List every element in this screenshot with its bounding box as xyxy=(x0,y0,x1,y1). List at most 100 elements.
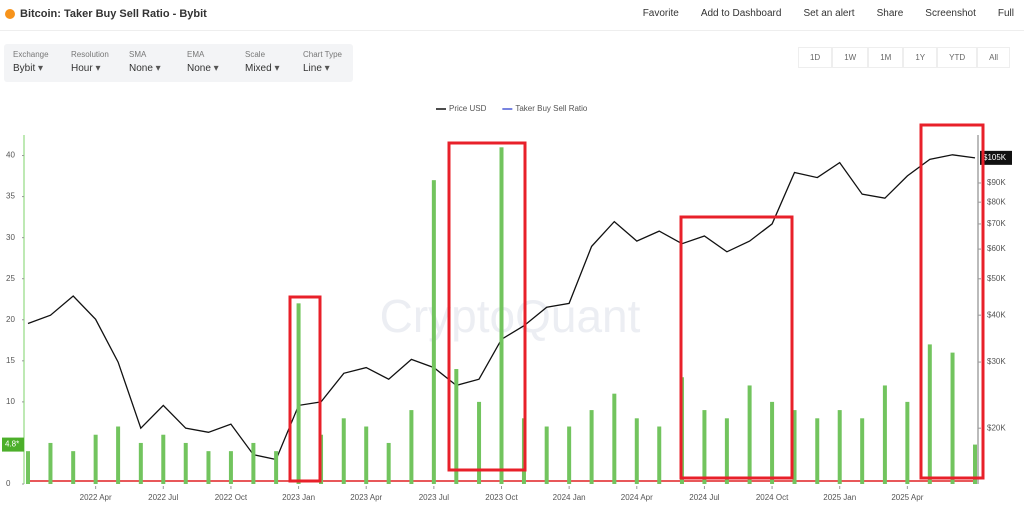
x-tick-label: 2024 Apr xyxy=(621,493,653,502)
ratio-bar xyxy=(770,401,775,484)
y2-tick-label: $90K xyxy=(987,178,1006,187)
filter-value: Hour xyxy=(71,63,120,74)
filter[interactable]: Resolution Hour xyxy=(62,44,120,82)
add-dashboard[interactable]: Add to Dashboard xyxy=(700,8,782,19)
y-tick-label: 20 xyxy=(6,315,15,324)
ratio-bar xyxy=(612,393,617,484)
ratio-bar xyxy=(657,426,662,484)
y2-tick-label: $60K xyxy=(987,244,1006,253)
full[interactable]: Full xyxy=(997,8,1014,19)
filter-label: SMA xyxy=(129,50,147,59)
current-label: $105K xyxy=(983,153,1007,162)
ratio-bar xyxy=(702,410,707,484)
x-tick-label: 2023 Jul xyxy=(419,493,449,502)
filter-value: None xyxy=(187,63,236,74)
x-tick-label: 2022 Jul xyxy=(148,493,178,502)
filter-label: Chart Type xyxy=(303,50,342,59)
share[interactable]: Share xyxy=(876,8,904,19)
range-button[interactable]: 1M xyxy=(868,47,904,68)
favorite[interactable]: Favorite xyxy=(642,8,679,19)
ratio-bar xyxy=(296,303,301,484)
ratio-bar xyxy=(792,410,797,484)
x-tick-label: 2025 Apr xyxy=(891,493,923,502)
ratio-bar xyxy=(93,434,98,484)
y-tick-label: 30 xyxy=(6,233,15,242)
filter-value: Bybit xyxy=(13,63,62,74)
ratio-bar xyxy=(183,442,188,484)
range-button[interactable]: 1W xyxy=(832,47,869,68)
legend-label: Price USD xyxy=(449,104,487,113)
y-tick-label: 10 xyxy=(6,397,15,406)
x-tick-label: 2024 Oct xyxy=(756,493,789,502)
set-alert[interactable]: Set an alert xyxy=(803,8,855,19)
ratio-bar xyxy=(567,426,572,484)
range-button[interactable]: YTD xyxy=(937,47,978,68)
legend-label: Taker Buy Sell Ratio xyxy=(515,104,588,113)
ratio-bar xyxy=(409,410,414,484)
logo xyxy=(5,9,15,19)
marks: 0510152025303540$20K$30K$40K$50K$60K$70K… xyxy=(2,104,1012,502)
highlight-box xyxy=(919,123,985,480)
ratio-bar xyxy=(386,442,391,484)
y-tick-label: 15 xyxy=(6,356,15,365)
ratio-bar xyxy=(860,418,865,484)
filter-value: Line xyxy=(303,63,352,74)
ratio-bar xyxy=(138,442,143,484)
page-title: Bitcoin: Taker Buy Sell Ratio - Bybit xyxy=(20,8,207,20)
ratio-bar xyxy=(48,442,53,484)
x-tick-label: 2023 Apr xyxy=(350,493,382,502)
x-tick-label: 2022 Oct xyxy=(215,493,248,502)
ratio-bar xyxy=(274,451,279,484)
range-button[interactable]: All xyxy=(977,47,1010,68)
filter-value: None xyxy=(129,63,178,74)
filter-label: Resolution xyxy=(71,50,109,59)
filter[interactable]: EMA None xyxy=(178,44,236,82)
ratio-bar xyxy=(634,418,639,484)
x-tick-label: 2022 Apr xyxy=(80,493,112,502)
ratio-bar xyxy=(589,410,594,484)
ratio-bar xyxy=(161,434,166,484)
ratio-bar xyxy=(251,442,256,484)
ratio-bar xyxy=(837,410,842,484)
highlight-box xyxy=(679,215,794,480)
current-badge xyxy=(980,150,1012,165)
ratio-bar xyxy=(973,444,977,484)
ratio-bar xyxy=(206,451,211,484)
range-button[interactable]: 1Y xyxy=(903,47,938,68)
filter-value: Mixed xyxy=(245,63,294,74)
range-button[interactable]: 1D xyxy=(797,47,833,68)
filter-label: Scale xyxy=(245,50,266,59)
y-tick-label: 25 xyxy=(6,274,15,283)
y2-tick-label: $30K xyxy=(987,357,1006,366)
ratio-bar xyxy=(927,344,932,484)
highlights xyxy=(288,123,985,483)
ratio-bar xyxy=(950,352,955,484)
y2-tick-label: $20K xyxy=(987,423,1006,432)
filter-label: Exchange xyxy=(13,50,49,59)
filters: Exchange Bybit Resolution Hour SMA None EMA Non… xyxy=(4,44,353,82)
y2-tick-label: $70K xyxy=(987,219,1006,228)
screenshot[interactable]: Screenshot xyxy=(925,8,976,19)
ratio-bar xyxy=(341,418,346,484)
filter[interactable]: Exchange Bybit xyxy=(4,44,62,82)
ratio-bar xyxy=(747,385,752,484)
y2-tick-label: $40K xyxy=(987,310,1006,319)
highlight-box xyxy=(447,141,527,472)
x-tick-label: 2023 Jan xyxy=(282,493,315,502)
x-tick-label: 2024 Jan xyxy=(553,493,586,502)
y-tick-label: 0 xyxy=(6,479,11,488)
ratio-bar xyxy=(905,401,910,484)
actions: Favorite Add to Dashboard Set an alert S… xyxy=(643,8,1014,19)
x-tick-label: 2023 Oct xyxy=(485,493,518,502)
filter-label: EMA xyxy=(187,50,205,59)
filter[interactable]: Chart Type Line xyxy=(294,44,352,82)
x-tick-label: 2024 Jul xyxy=(689,493,719,502)
filter[interactable]: Scale Mixed xyxy=(236,44,294,82)
ratio-bar xyxy=(431,180,436,484)
filter[interactable]: SMA None xyxy=(120,44,178,82)
ratio-bar xyxy=(815,418,820,484)
ratio-bar xyxy=(116,426,121,484)
y2-tick-label: $50K xyxy=(987,274,1006,283)
range-buttons: 1D 1W 1M 1Y YTD All xyxy=(797,47,1010,68)
